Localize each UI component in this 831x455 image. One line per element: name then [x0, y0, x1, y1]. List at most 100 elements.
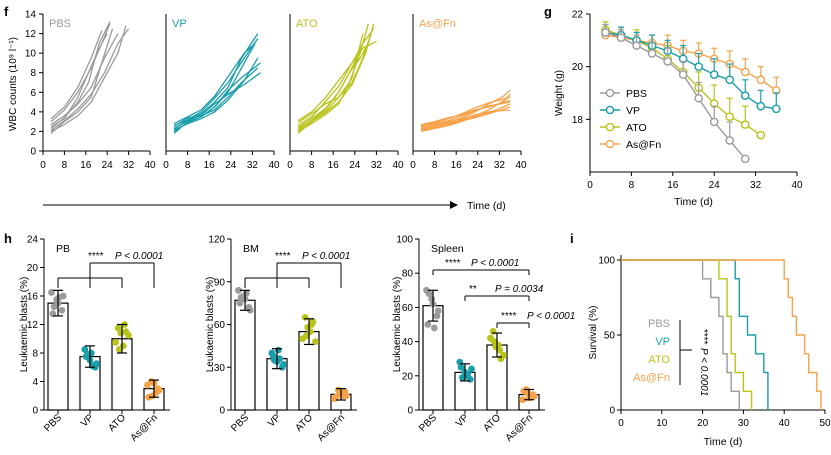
series-line-As@Fn [421, 109, 511, 128]
data-point-PBS [725, 136, 735, 145]
data-point-ATO [497, 355, 505, 363]
x-tick-label: ATO [481, 412, 503, 434]
data-point-ATO [122, 328, 130, 336]
y-tick-label: 4 [30, 107, 36, 118]
legend-marker [605, 105, 615, 115]
data-point-VP [756, 101, 766, 111]
y-tick-label: 24 [27, 235, 39, 246]
data-point-As@Fn [530, 392, 538, 400]
x-tick-label: ATO [293, 412, 315, 434]
data-point-As@Fn [155, 386, 163, 394]
y-axis-label: WBC counts (10⁹ l⁻¹) [8, 37, 19, 131]
series-line-PBS [50, 28, 114, 134]
x-tick-label: 24 [225, 160, 237, 171]
x-tick-label: 16 [667, 180, 679, 191]
data-point-VP [84, 351, 91, 358]
series-line-VP [173, 38, 259, 127]
x-tick-label: 32 [371, 160, 383, 171]
p-value: P = 0.0034 [495, 284, 544, 295]
y-tick-label: 60 [214, 320, 226, 331]
y-tick-label: 100 [598, 256, 615, 267]
series-line-ATO [297, 33, 364, 132]
series-line-PBS [50, 28, 130, 131]
y-axis-label: Leukaemic blasts (%) [205, 277, 216, 373]
y-tick-label: 4 [32, 377, 38, 388]
x-tick-label: 40 [791, 180, 803, 191]
survival-curve-PBS [621, 259, 740, 410]
data-point-ATO [112, 338, 119, 346]
y-tick-label: 120 [208, 235, 225, 246]
x-tick-label: ATO [106, 412, 128, 434]
data-point-ATO [309, 318, 317, 326]
data-point-VP [468, 365, 475, 373]
x-tick-label: 24 [472, 160, 484, 171]
data-point-ATO [312, 338, 319, 345]
x-tick-label: 20 [697, 418, 709, 429]
y-tick-label: 90 [214, 277, 226, 288]
panel-g-weight: 18 20 22 0 8 16 24 32 40 Weight (g) Time (d) PBS VP A… [554, 10, 803, 209]
data-point-VP [274, 346, 282, 354]
y-axis-label: Leukaemic blasts (%) [19, 277, 30, 373]
data-point-PBS [632, 41, 641, 50]
data-point-VP [772, 104, 781, 114]
significance-stars: **** [445, 258, 461, 269]
x-tick-label: 50 [819, 418, 831, 429]
x-tick-label: 8 [629, 180, 635, 191]
x-tick-label: VP [79, 412, 96, 429]
significance-stars: **** [501, 311, 517, 322]
series-line-PBS [50, 30, 103, 120]
y-tick-label: 50 [604, 331, 616, 342]
data-point-ATO [725, 112, 735, 121]
panel-letter-f: f [4, 4, 9, 19]
series-line-As@Fn [420, 106, 511, 132]
data-point-PBS [663, 57, 672, 66]
data-point-VP [694, 62, 703, 71]
x-tick-label: 32 [750, 180, 762, 191]
series-line-PBS [50, 33, 119, 126]
data-point-ATO [492, 343, 500, 351]
data-point-PBS [235, 286, 242, 294]
arrow-head-icon [450, 201, 458, 209]
legend-label-PBS: PBS [648, 318, 670, 330]
data-point-PBS [430, 324, 438, 332]
y-tick-label: 80 [402, 269, 414, 280]
legend-label-As@Fn: As@Fn [633, 372, 670, 384]
data-point-PBS [425, 290, 433, 298]
series-line-As@Fn [420, 103, 511, 130]
significance-stars: **** [698, 329, 709, 345]
y-tick-label: 8 [32, 349, 38, 360]
x-tick-label: VP [266, 412, 283, 429]
series-line-As@Fn [420, 96, 511, 127]
panel-i-survival: 0 50 100 0 10 20 30 40 50 Survival (%) Time (d) PBS… [588, 255, 831, 448]
legend-label-VP: VP [655, 336, 670, 348]
x-axis-label: Time (d) [704, 436, 743, 448]
x-tick-label: 24 [102, 160, 114, 171]
series-line-PBS [605, 31, 746, 160]
x-tick-label: 16 [80, 160, 92, 171]
series-line-VP [173, 42, 256, 125]
data-point-VP [457, 363, 465, 371]
data-point-VP [464, 370, 471, 378]
x-tick-label: 0 [287, 160, 293, 171]
y-tick-label: 0 [407, 406, 413, 417]
data-point-PBS [647, 49, 657, 58]
legend-marker [605, 88, 615, 98]
data-point-As@Fn [144, 381, 151, 389]
x-tick-label: 40 [268, 160, 280, 171]
series-line-PBS [50, 33, 108, 128]
x-tick-label: As@Fn [129, 412, 160, 443]
x-tick-label: 0 [163, 160, 169, 171]
series-line-As@Fn [420, 99, 511, 126]
data-point-VP [740, 91, 750, 100]
group-label-VP: VP [172, 18, 187, 30]
x-tick-label: 32 [123, 160, 135, 171]
y-tick-label: 6 [30, 88, 36, 99]
y-tick-label: 10 [25, 49, 37, 60]
data-point-VP [709, 70, 719, 79]
data-point-ATO [756, 130, 766, 140]
series-line-VP [173, 67, 259, 128]
series-line-VP [173, 57, 259, 131]
x-tick-label: 16 [328, 160, 340, 171]
data-point-ATO [116, 346, 123, 353]
